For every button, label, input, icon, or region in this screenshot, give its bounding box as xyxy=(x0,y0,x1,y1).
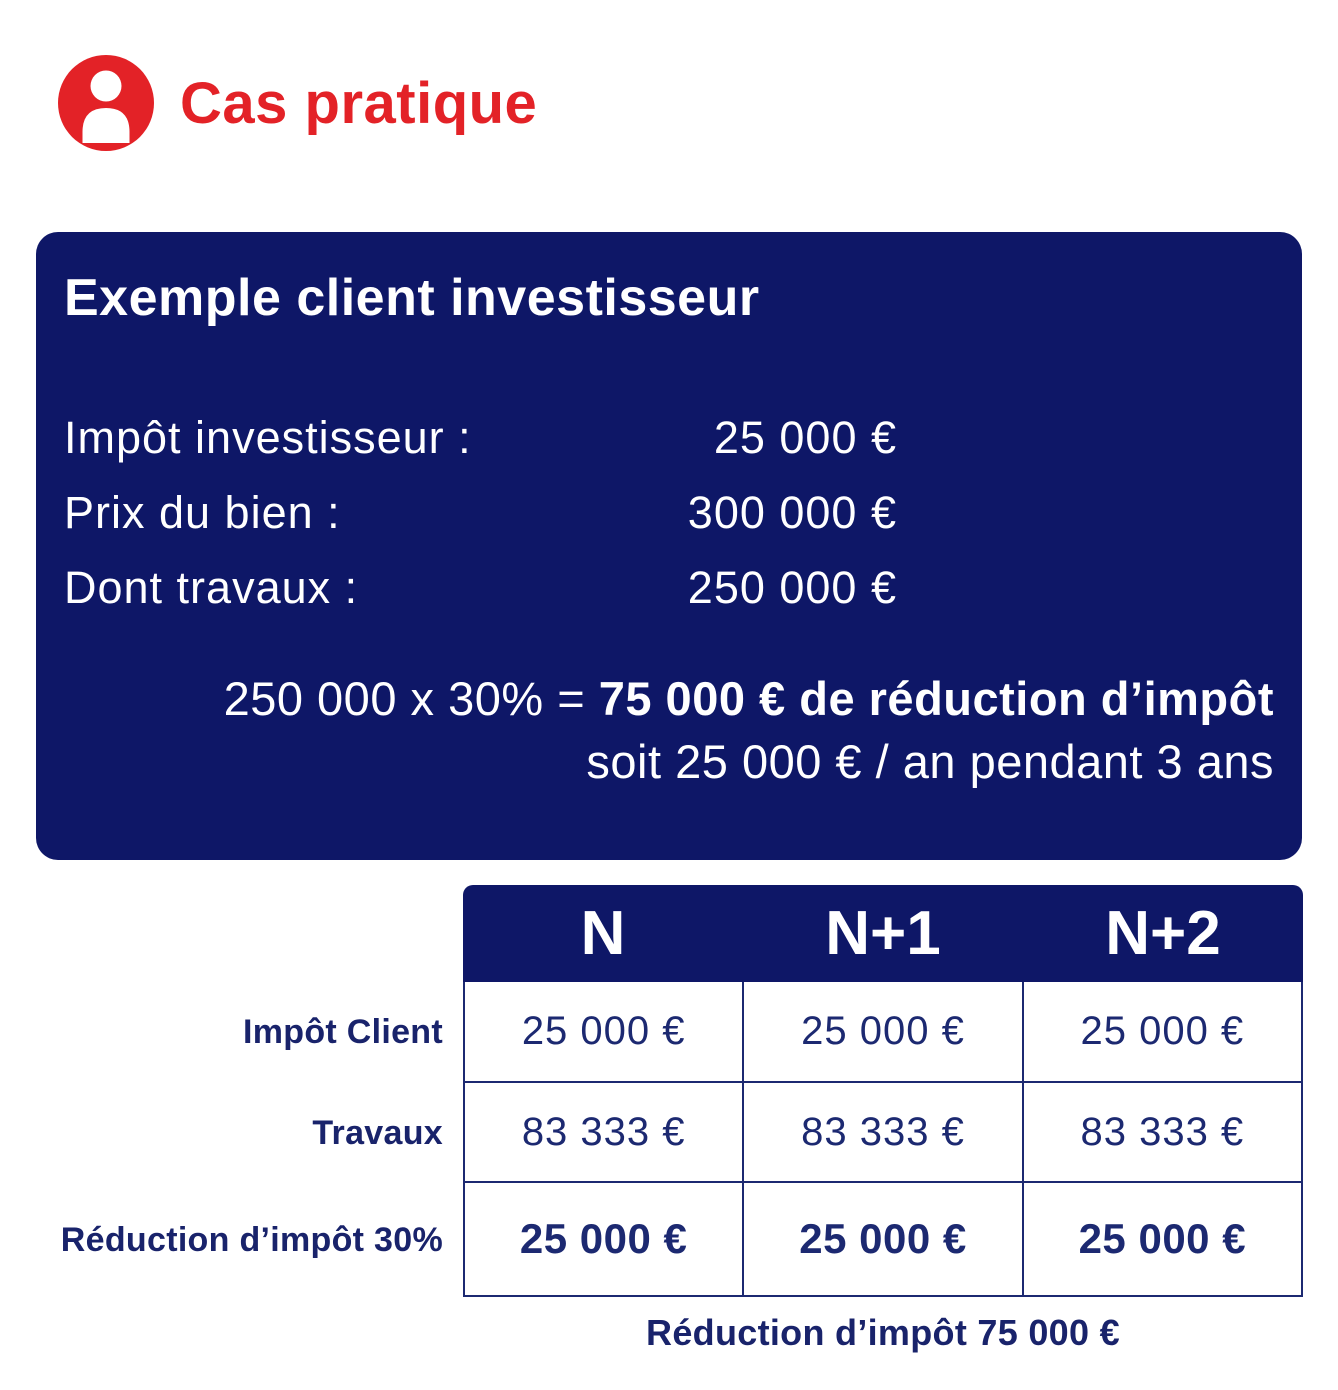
person-icon xyxy=(58,55,154,151)
fact-value: 300 000 € xyxy=(687,487,897,538)
table-row-label: Réduction d’impôt 30% xyxy=(60,1220,443,1259)
formula-text: 250 000 x 30% = xyxy=(223,672,599,725)
table-header: N N+1 N+2 xyxy=(463,885,1303,982)
table-header-cell: N+1 xyxy=(825,899,941,968)
table-header-cell: N+2 xyxy=(1105,899,1221,968)
facts-list: Impôt investisseur : 25 000 € Prix du bi… xyxy=(64,400,1274,625)
card-title: Exemple client investisseur xyxy=(64,269,760,327)
fact-value: 250 000 € xyxy=(687,562,897,613)
table-cell: 83 333 € xyxy=(1023,1083,1303,1183)
fact-label: Dont travaux : xyxy=(64,562,359,613)
table-cell: 25 000 € xyxy=(744,1183,1024,1297)
fact-value: 25 000 € xyxy=(713,412,897,463)
table-cell: 25 000 € xyxy=(1023,1183,1303,1297)
fact-row: Impôt investisseur : 25 000 € xyxy=(64,400,1274,475)
table-body: 25 000 € 25 000 € 25 000 € 83 333 € 83 3… xyxy=(463,982,1303,1297)
calculation-note: soit 25 000 € / an pendant 3 ans xyxy=(586,735,1274,788)
table-cell: 83 333 € xyxy=(465,1083,745,1183)
table-header-cell: N xyxy=(580,899,626,968)
fact-row: Prix du bien : 300 000 € xyxy=(64,475,1274,550)
table-values: N N+1 N+2 25 000 € 25 000 € 25 000 € 83 … xyxy=(463,885,1303,1297)
calculation: 250 000 x 30% = 75 000 € de réduction d’… xyxy=(64,667,1274,793)
calculation-formula: 250 000 x 30% = 75 000 € de réduction d’… xyxy=(64,667,1274,730)
table-caption: Réduction d’impôt 75 000 € xyxy=(646,1312,1120,1353)
fact-row: Dont travaux : 250 000 € xyxy=(64,550,1274,625)
table-cell: 25 000 € xyxy=(465,982,745,1083)
example-card: Exemple client investisseur Impôt invest… xyxy=(36,232,1302,860)
table-row-labels: Impôt Client Travaux Réduction d’impôt 3… xyxy=(0,885,463,1297)
table-cell: 83 333 € xyxy=(744,1083,1024,1183)
table-row-label: Impôt Client xyxy=(242,1013,443,1051)
table-cell: 25 000 € xyxy=(744,982,1024,1083)
header: Cas pratique xyxy=(58,55,537,151)
fact-label: Impôt investisseur : xyxy=(64,412,472,463)
table-cell: 25 000 € xyxy=(1023,982,1303,1083)
page-title: Cas pratique xyxy=(180,70,538,136)
table-row-label: Travaux xyxy=(312,1113,443,1152)
formula-result: 75 000 € de réduction d’impôt xyxy=(598,672,1274,725)
projection-table: Impôt Client Travaux Réduction d’impôt 3… xyxy=(0,885,1303,1297)
fact-label: Prix du bien : xyxy=(64,487,341,538)
table-cell: 25 000 € xyxy=(465,1183,745,1297)
table-label-spacer xyxy=(0,885,463,982)
